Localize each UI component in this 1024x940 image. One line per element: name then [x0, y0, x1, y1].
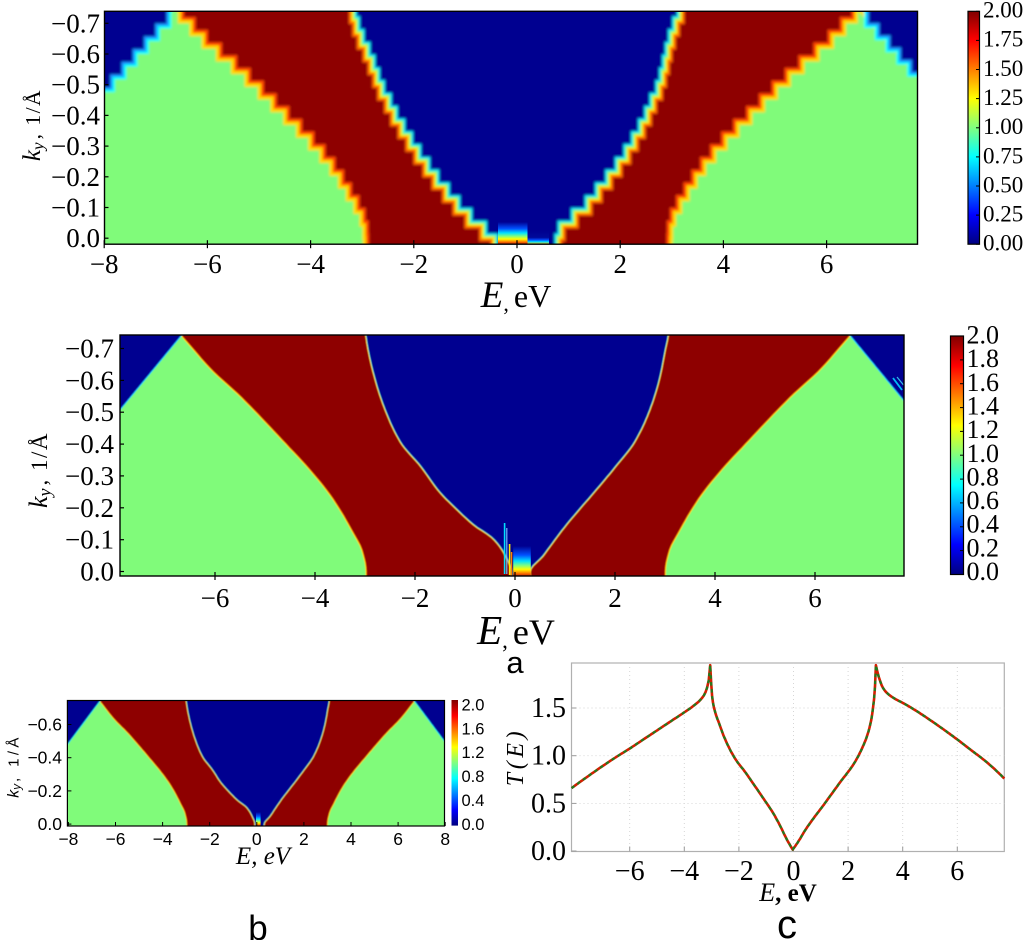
svg-text:2.0: 2.0 [462, 696, 485, 714]
svg-text:E, eV: E, eV [235, 843, 293, 870]
svg-text:2: 2 [608, 583, 622, 613]
svg-text:2: 2 [299, 829, 309, 849]
svg-text:0.4: 0.4 [462, 792, 485, 810]
svg-text:−2: −2 [200, 829, 220, 849]
svg-text:T(E): T(E) [503, 728, 529, 786]
svg-text:4: 4 [346, 829, 356, 849]
svg-text:−0.1: −0.1 [65, 525, 114, 555]
svg-text:0: 0 [510, 249, 524, 279]
svg-text:−8: −8 [90, 249, 119, 279]
svg-text:−0.7: −0.7 [65, 334, 114, 364]
svg-text:0.0: 0.0 [967, 557, 1000, 586]
svg-text:0.0: 0.0 [462, 816, 485, 834]
svg-text:6: 6 [950, 856, 964, 887]
svg-text:−2: −2 [399, 249, 428, 279]
svg-text:0.5: 0.5 [531, 788, 566, 819]
svg-text:−0.6: −0.6 [27, 715, 62, 735]
svg-text:0.6: 0.6 [967, 486, 1000, 515]
svg-text:ky, 1/Å: ky, 1/Å [6, 734, 24, 798]
svg-text:−6: −6 [193, 249, 222, 279]
svg-text:0.25: 0.25 [983, 202, 1023, 227]
svg-text:0.0: 0.0 [38, 814, 63, 834]
svg-text:−2: −2 [401, 583, 430, 613]
svg-text:E,eV: E, eV [480, 275, 551, 316]
svg-text:E,eV: E, eV [476, 607, 555, 653]
svg-text:−4: −4 [301, 583, 330, 613]
svg-text:ky, 1/Å: ky, 1/Å [24, 432, 55, 508]
svg-text:c: c [777, 903, 797, 940]
svg-text:−2: −2 [724, 856, 754, 887]
svg-text:1.00: 1.00 [983, 114, 1023, 139]
svg-text:4: 4 [717, 249, 731, 279]
svg-text:−4: −4 [669, 856, 699, 887]
svg-text:−0.2: −0.2 [27, 781, 62, 801]
svg-text:1.6: 1.6 [967, 368, 1000, 397]
svg-text:−0.4: −0.4 [27, 748, 62, 768]
svg-text:−0.4: −0.4 [51, 100, 100, 130]
svg-text:2.00: 2.00 [983, 0, 1023, 23]
svg-text:0.00: 0.00 [983, 231, 1023, 256]
svg-text:E, eV: E, eV [758, 878, 817, 907]
svg-text:−0.1: −0.1 [51, 193, 100, 223]
svg-text:b: b [248, 909, 267, 940]
svg-text:1.2: 1.2 [462, 744, 485, 762]
svg-text:0.0: 0.0 [531, 836, 566, 867]
svg-text:−0.5: −0.5 [65, 397, 114, 427]
svg-text:4: 4 [708, 583, 722, 613]
svg-text:−0.5: −0.5 [51, 70, 100, 100]
svg-text:6: 6 [820, 249, 834, 279]
svg-text:0.0: 0.0 [80, 557, 114, 587]
svg-text:0.2: 0.2 [967, 533, 1000, 562]
svg-text:1.6: 1.6 [462, 720, 485, 738]
svg-text:1.5: 1.5 [531, 693, 566, 724]
svg-text:−8: −8 [58, 829, 78, 849]
svg-text:0.75: 0.75 [983, 143, 1023, 168]
svg-text:0: 0 [787, 856, 801, 887]
svg-text:1.50: 1.50 [983, 56, 1023, 81]
svg-text:0: 0 [508, 583, 522, 613]
svg-text:6: 6 [808, 583, 822, 613]
svg-text:−0.3: −0.3 [51, 131, 100, 161]
svg-text:1.4: 1.4 [967, 391, 1000, 420]
svg-text:−6: −6 [106, 829, 126, 849]
svg-text:−0.7: −0.7 [51, 8, 100, 38]
svg-text:0: 0 [252, 829, 262, 849]
svg-text:0.4: 0.4 [967, 510, 1000, 539]
svg-text:−6: −6 [201, 583, 230, 613]
svg-text:−0.2: −0.2 [65, 493, 114, 523]
svg-text:0.8: 0.8 [967, 462, 1000, 491]
svg-text:−4: −4 [296, 249, 325, 279]
svg-text:1.0: 1.0 [967, 439, 1000, 468]
svg-text:0.0: 0.0 [66, 223, 100, 253]
svg-text:2.0: 2.0 [967, 321, 1000, 350]
svg-text:4: 4 [896, 856, 910, 887]
svg-text:−0.3: −0.3 [65, 461, 114, 491]
svg-text:−6: −6 [615, 856, 645, 887]
svg-text:1.75: 1.75 [983, 27, 1023, 52]
svg-text:1.8: 1.8 [967, 344, 1000, 373]
svg-text:2: 2 [841, 856, 855, 887]
svg-text:−0.2: −0.2 [51, 162, 100, 192]
svg-text:6: 6 [393, 829, 403, 849]
svg-text:ky, 1/Å: ky, 1/Å [19, 89, 48, 161]
svg-text:2: 2 [613, 249, 627, 279]
svg-text:−0.6: −0.6 [65, 365, 114, 395]
svg-text:1.0: 1.0 [531, 741, 566, 772]
svg-text:1.25: 1.25 [983, 85, 1023, 110]
svg-text:−4: −4 [153, 829, 173, 849]
svg-text:a: a [506, 645, 524, 680]
svg-text:1.2: 1.2 [967, 415, 1000, 444]
svg-text:8: 8 [440, 829, 450, 849]
svg-text:−0.6: −0.6 [51, 39, 100, 69]
svg-text:−0.4: −0.4 [65, 429, 114, 459]
svg-text:0.50: 0.50 [983, 172, 1023, 197]
svg-text:0.8: 0.8 [462, 768, 485, 786]
